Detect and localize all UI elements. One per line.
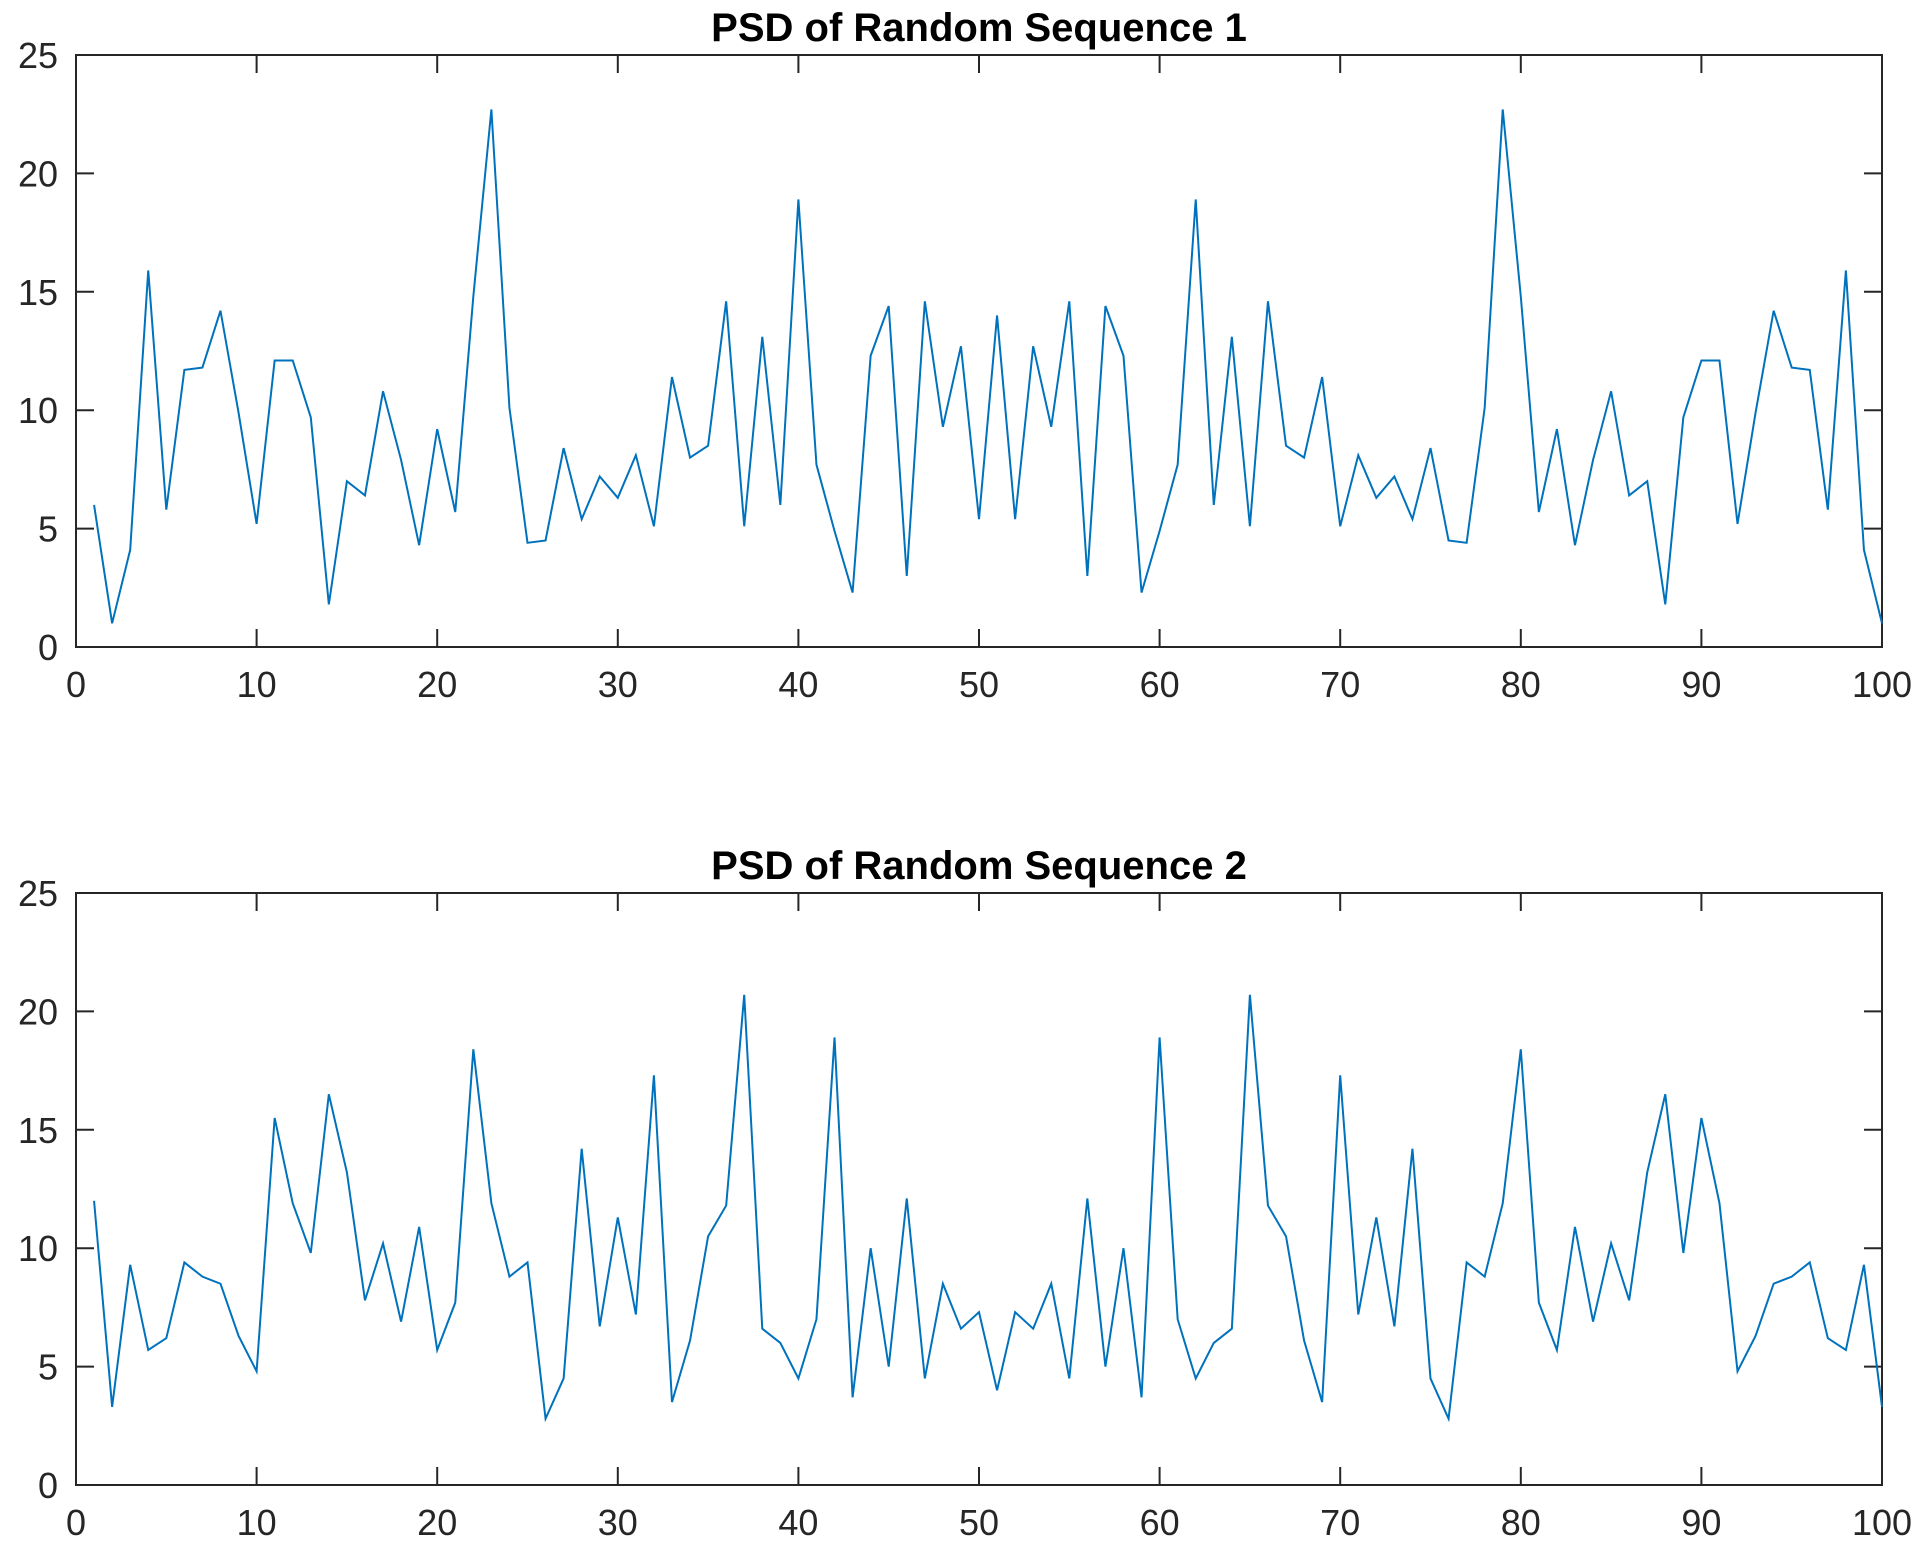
x-tick-label: 10	[237, 1502, 277, 1543]
x-tick-label: 70	[1320, 1502, 1360, 1543]
y-tick-label: 15	[18, 1110, 58, 1151]
x-tick-label: 0	[66, 1502, 86, 1543]
x-tick-label: 30	[598, 1502, 638, 1543]
x-tick-label: 90	[1681, 1502, 1721, 1543]
axes-box	[75, 892, 1883, 1486]
x-tick-label: 10	[237, 664, 277, 705]
x-tick-label: 20	[417, 664, 457, 705]
axes-box	[75, 54, 1883, 648]
y-tick-label: 20	[18, 991, 58, 1032]
series-line	[93, 994, 1883, 1423]
x-tick-label: 70	[1320, 664, 1360, 705]
x-tick-label: 40	[778, 664, 818, 705]
y-tick-label: 5	[38, 1347, 58, 1388]
x-tick-label: 80	[1501, 664, 1541, 705]
chart-title: PSD of Random Sequence 2	[711, 844, 1247, 888]
y-tick-label: 20	[18, 153, 58, 194]
x-tick-label: 80	[1501, 1502, 1541, 1543]
x-tick-label: 60	[1140, 1502, 1180, 1543]
x-tick-label: 50	[959, 664, 999, 705]
y-tick-label: 15	[18, 272, 58, 313]
y-tick-label: 10	[18, 1228, 58, 1269]
x-tick-label: 90	[1681, 664, 1721, 705]
y-tick-label: 0	[38, 627, 58, 668]
y-tick-label: 10	[18, 390, 58, 431]
x-tick-label: 50	[959, 1502, 999, 1543]
series-line	[93, 109, 1883, 624]
subplot-1: 0 10 20 30 40 50 60 70 80 90 100 0 5 10 15 20 25 PSD of R…	[18, 6, 1912, 705]
x-tick-label: 60	[1140, 664, 1180, 705]
x-tick-label: 20	[417, 1502, 457, 1543]
subplot-2: 0 10 20 30 40 50 60 70 80 90 100 0 5 10 15 20 25 PSD of R…	[18, 844, 1912, 1543]
y-tick-label: 25	[18, 873, 58, 914]
y-tick-label: 0	[38, 1465, 58, 1506]
x-tick-label: 0	[66, 664, 86, 705]
y-tick-label: 5	[38, 509, 58, 550]
x-tick-label: 40	[778, 1502, 818, 1543]
x-tick-label: 100	[1852, 1502, 1912, 1543]
y-tick-label: 25	[18, 35, 58, 76]
chart-title: PSD of Random Sequence 1	[711, 6, 1247, 50]
x-tick-label: 30	[598, 664, 638, 705]
x-tick-label: 100	[1852, 664, 1912, 705]
